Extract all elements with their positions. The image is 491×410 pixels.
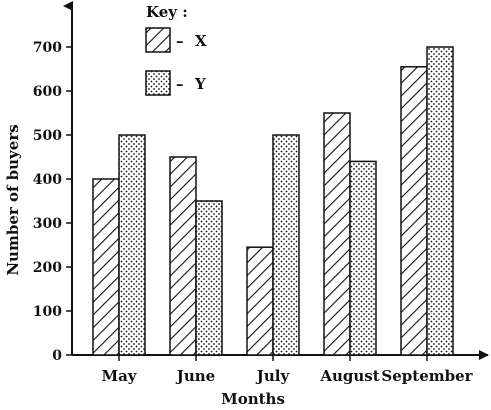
- bar-x-june: [169, 156, 197, 356]
- y-tick-label: 100: [33, 304, 62, 320]
- x-tick-label: June: [175, 367, 215, 385]
- x-axis-title: Months: [221, 390, 285, 408]
- bar-x-july: [246, 246, 274, 356]
- legend-label-y: Y: [194, 75, 206, 93]
- bars: [92, 46, 454, 356]
- bar-x-august: [323, 112, 351, 356]
- x-tick-label: September: [381, 367, 473, 385]
- x-tick-label: August: [319, 367, 379, 385]
- y-tick-label: 0: [52, 348, 62, 364]
- bar-y-july: [272, 134, 300, 356]
- y-tick-label: 200: [33, 260, 62, 276]
- y-tick-label: 400: [33, 172, 62, 188]
- y-tick-label: 600: [33, 84, 62, 100]
- x-labels: May June July August September: [101, 355, 474, 385]
- legend-dash-y: –: [176, 75, 184, 93]
- bar-y-august: [349, 160, 377, 356]
- legend-swatch-y: [145, 70, 171, 96]
- legend: Key : – X – Y: [145, 3, 207, 96]
- y-tick-label: 700: [33, 40, 62, 56]
- y-axis-title: Number of buyers: [4, 124, 22, 275]
- bar-y-september: [426, 46, 454, 356]
- y-ticks: 0 100 200 300 400 500 600 700: [33, 40, 72, 364]
- bar-x-september: [400, 66, 428, 356]
- y-tick-label: 300: [33, 216, 62, 232]
- bar-y-june: [195, 200, 223, 356]
- y-tick-label: 500: [33, 128, 62, 144]
- bar-x-may: [92, 178, 120, 356]
- legend-swatch-x: [145, 27, 171, 53]
- bar-y-may: [118, 134, 146, 356]
- legend-dash-x: –: [176, 32, 184, 50]
- legend-label-x: X: [195, 32, 207, 50]
- x-tick-label: May: [101, 367, 137, 385]
- x-tick-label: July: [255, 367, 291, 385]
- legend-title: Key :: [146, 3, 188, 21]
